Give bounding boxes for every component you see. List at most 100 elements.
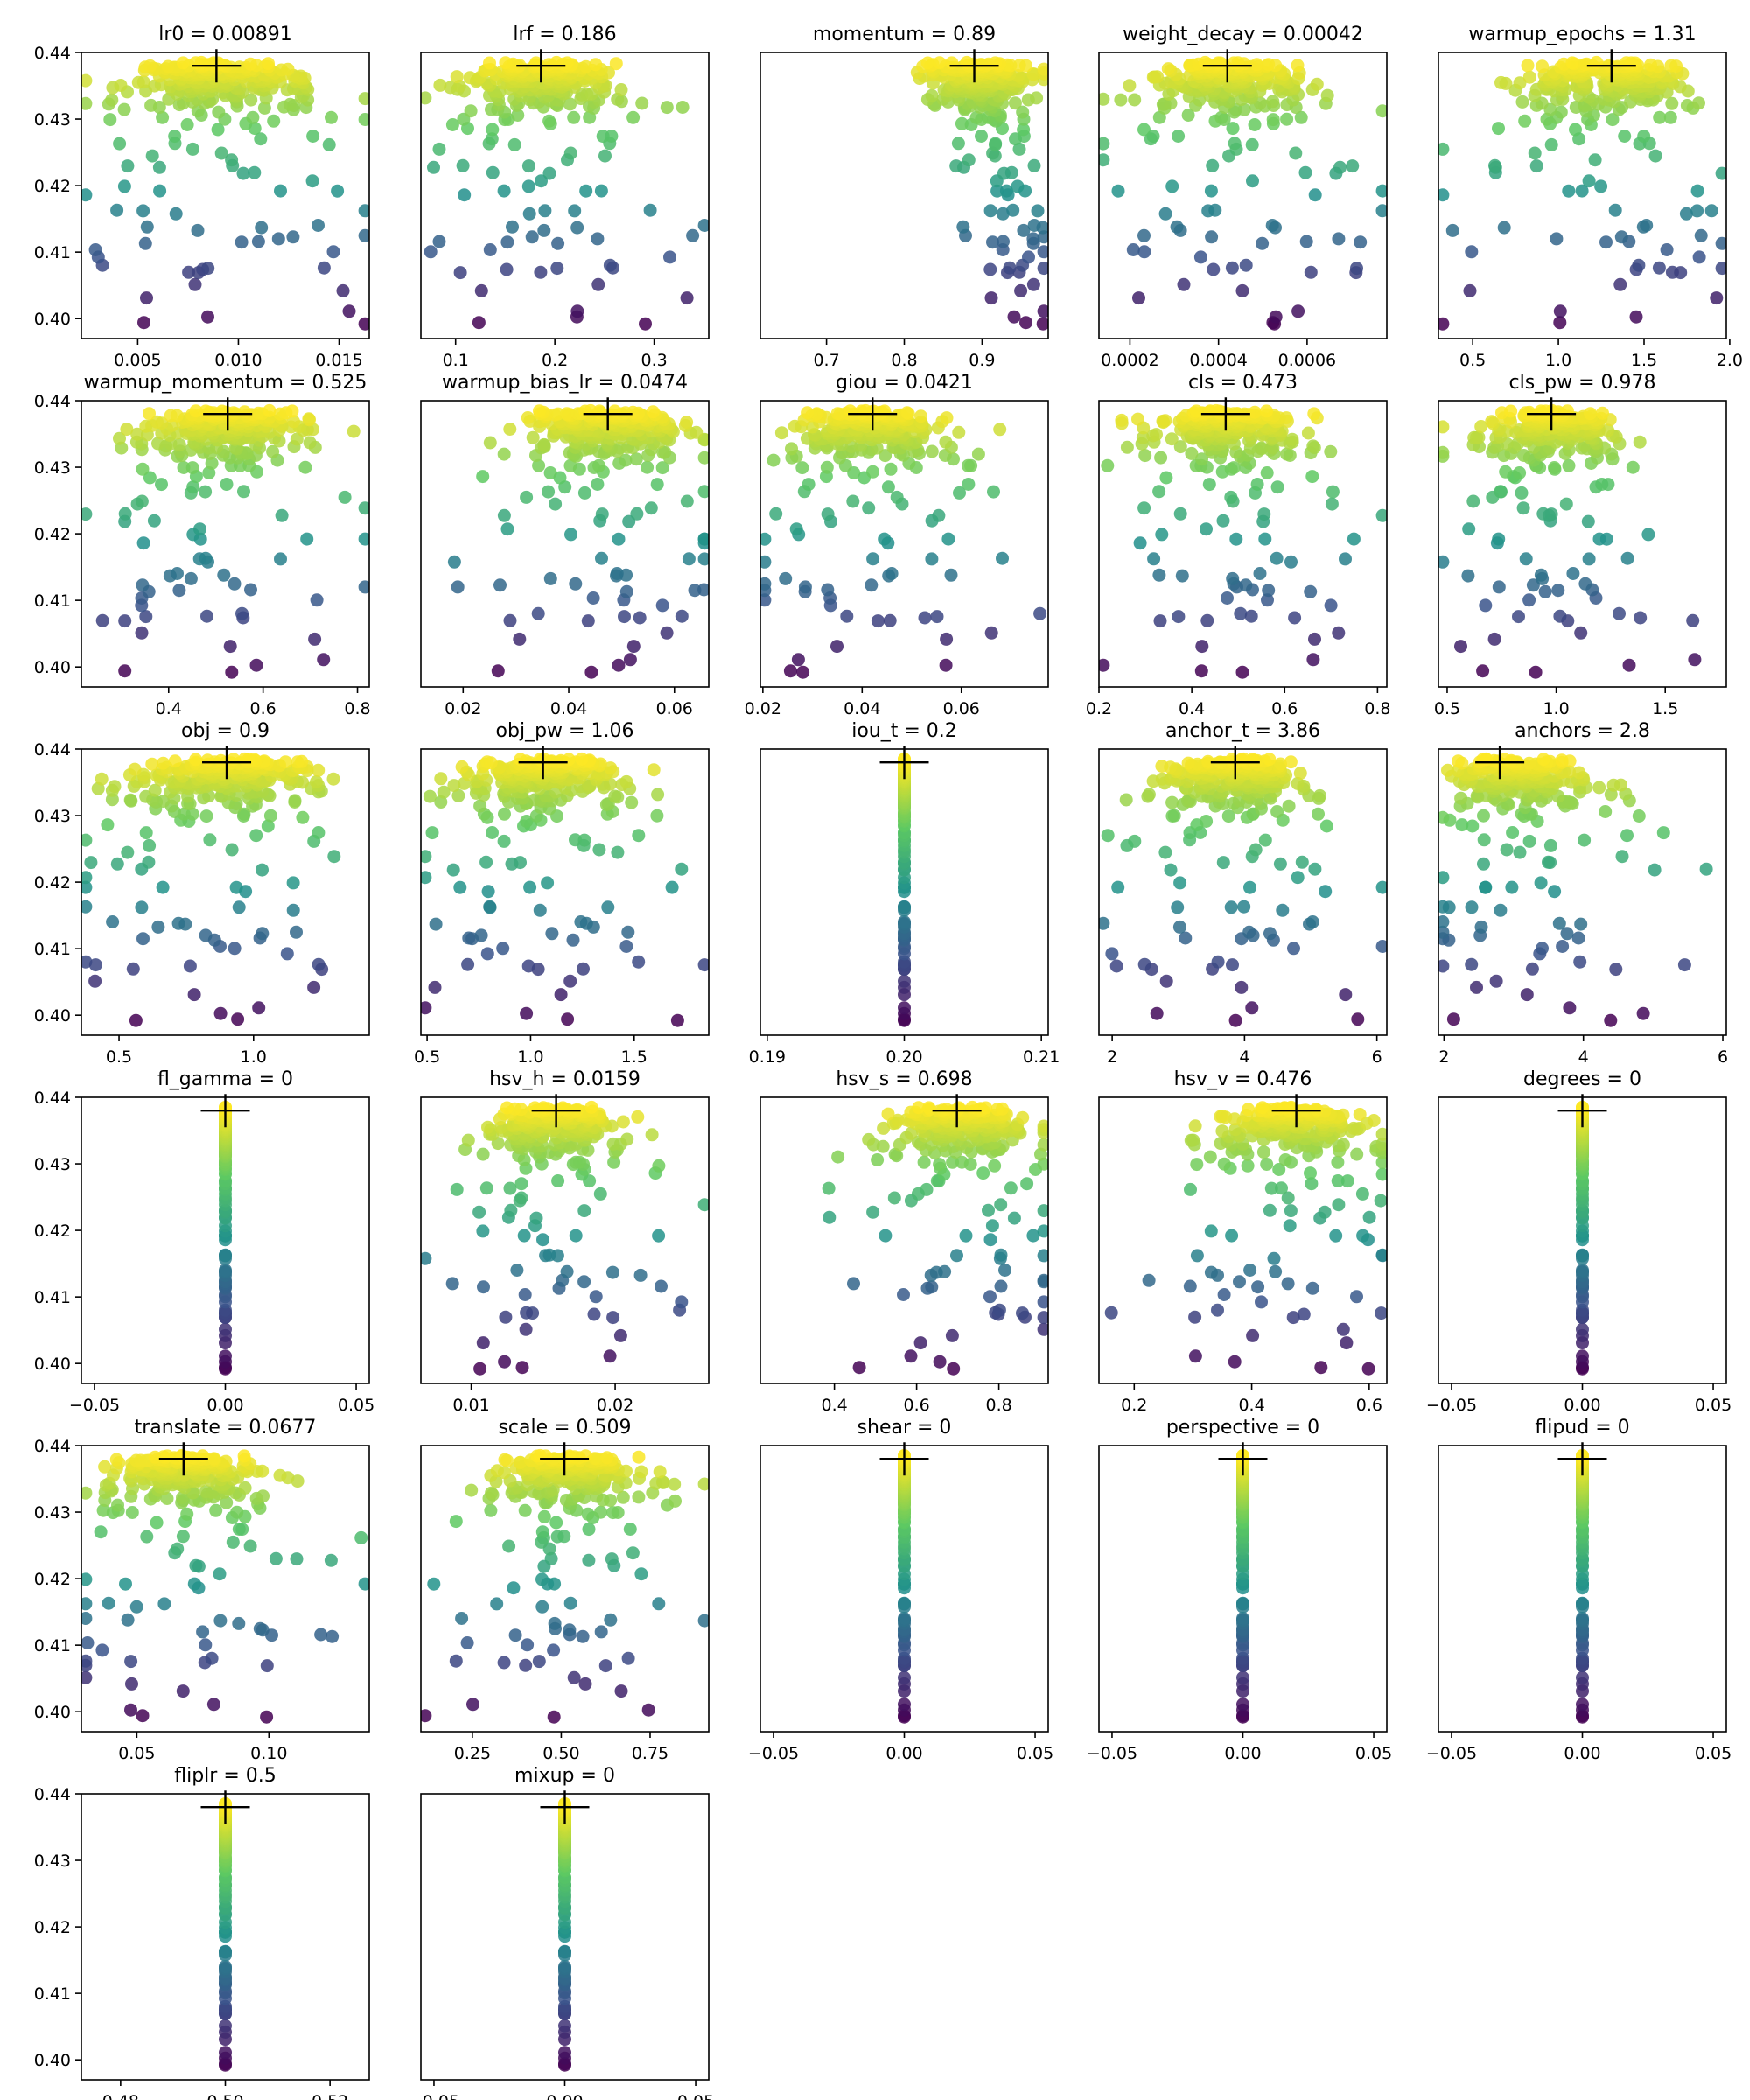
scatter-point bbox=[1320, 88, 1334, 102]
scatter-point bbox=[232, 900, 246, 914]
scatter-point bbox=[483, 436, 497, 450]
scatter-point bbox=[1280, 447, 1294, 461]
scatter-point bbox=[952, 425, 966, 439]
scatter-point bbox=[541, 876, 555, 890]
subplot-4: warmup_epochs = 1.310.5 1.0 1.5 2.0 bbox=[1438, 24, 1743, 370]
scatter-point bbox=[1513, 466, 1527, 480]
scatter-point bbox=[697, 532, 709, 546]
scatter-point bbox=[632, 829, 646, 843]
scatter-point bbox=[542, 114, 556, 128]
scatter-point bbox=[1462, 522, 1476, 536]
scatter-point bbox=[474, 928, 488, 942]
scatter-point bbox=[1285, 432, 1299, 446]
scatter-point bbox=[229, 880, 243, 894]
scatter-point bbox=[463, 71, 477, 85]
x-tick-label: 4 bbox=[1578, 1047, 1589, 1067]
scatter-point bbox=[81, 880, 93, 894]
scatter-point bbox=[249, 829, 263, 843]
scatter-point bbox=[1205, 230, 1219, 244]
scatter-point bbox=[1179, 931, 1193, 945]
scatter-point bbox=[1376, 880, 1387, 894]
scatter-point bbox=[306, 130, 320, 143]
scatter-point bbox=[1147, 552, 1161, 566]
scatter-point bbox=[1200, 613, 1214, 627]
scatter-point bbox=[1465, 957, 1479, 971]
scatter-point bbox=[1099, 916, 1110, 930]
scatter-point bbox=[1446, 1012, 1460, 1026]
scatter-point bbox=[358, 113, 369, 126]
scatter-point bbox=[1146, 130, 1160, 144]
scatter-point bbox=[331, 184, 345, 198]
scatter-point bbox=[233, 60, 247, 74]
scatter-point bbox=[534, 265, 548, 279]
scatter-point bbox=[1164, 863, 1178, 877]
x-tick-label: 0.5 bbox=[414, 1047, 440, 1067]
scatter-point bbox=[248, 165, 262, 179]
scatter-point bbox=[1620, 551, 1634, 565]
y-tick-label: 0.44 bbox=[34, 44, 71, 63]
scatter-point bbox=[1226, 571, 1240, 585]
scatter-point bbox=[424, 245, 438, 259]
scatter-point bbox=[658, 445, 672, 459]
scatter-point bbox=[608, 789, 622, 803]
scatter-point bbox=[1334, 160, 1347, 174]
scatter-point bbox=[1578, 833, 1592, 847]
scatter-point bbox=[878, 532, 892, 546]
scatter-point bbox=[1138, 957, 1152, 971]
scatter-point bbox=[1306, 470, 1320, 484]
scatter-point bbox=[626, 640, 640, 654]
scatter-point bbox=[298, 460, 312, 474]
scatter-point bbox=[614, 83, 628, 96]
scatter-point bbox=[591, 232, 605, 246]
scatter-point bbox=[252, 1001, 266, 1015]
scatter-point bbox=[1011, 179, 1025, 193]
scatter-point bbox=[498, 807, 511, 821]
scatter-point bbox=[506, 220, 519, 234]
axes-frame bbox=[1438, 52, 1727, 340]
subplot-13: anchor_t = 3.862 4 6 bbox=[1098, 720, 1388, 1067]
scatter-point bbox=[200, 753, 214, 767]
scatter-point bbox=[317, 653, 331, 667]
scatter-point bbox=[942, 532, 956, 546]
scatter-point bbox=[143, 471, 157, 485]
scatter-point bbox=[1505, 880, 1519, 894]
scatter-point bbox=[1454, 640, 1467, 654]
scatter-point bbox=[1138, 228, 1151, 242]
best-marker bbox=[1202, 49, 1252, 83]
scatter-point bbox=[595, 551, 608, 565]
scatter-point bbox=[650, 808, 664, 822]
scatter-point bbox=[1228, 1013, 1242, 1027]
scatter-point bbox=[188, 277, 202, 291]
scatter-point bbox=[278, 755, 292, 769]
scatter-point bbox=[760, 577, 772, 591]
scatter-point bbox=[1665, 265, 1679, 279]
scatter-point bbox=[135, 494, 149, 508]
scatter-point bbox=[1291, 776, 1305, 790]
scatter-point bbox=[930, 610, 944, 624]
scatter-point bbox=[118, 664, 132, 678]
scatter-point bbox=[421, 871, 432, 885]
scatter-point bbox=[543, 466, 557, 480]
scatter-point bbox=[1248, 118, 1262, 131]
scatter-point bbox=[1266, 113, 1280, 127]
scatter-point bbox=[143, 838, 157, 852]
scatter-point bbox=[1030, 91, 1044, 105]
scatter-point bbox=[1291, 59, 1305, 73]
subplot-title: anchors = 2.8 bbox=[1515, 720, 1650, 742]
scatter-point bbox=[1660, 243, 1674, 256]
scatter-point bbox=[462, 931, 476, 945]
scatter-point bbox=[151, 437, 164, 451]
scatter-point bbox=[1544, 137, 1558, 151]
scatter-point bbox=[155, 478, 168, 492]
scatter-point bbox=[537, 438, 551, 452]
scatter-point bbox=[1033, 606, 1047, 620]
scatter-point bbox=[1222, 809, 1236, 823]
scatter-point bbox=[1581, 514, 1595, 528]
scatter-point bbox=[604, 761, 618, 775]
scatter-point bbox=[1152, 568, 1166, 582]
scatter-point bbox=[1522, 593, 1536, 607]
scatter-point bbox=[358, 580, 369, 594]
scatter-point bbox=[1231, 56, 1245, 70]
scatter-point bbox=[1260, 404, 1273, 418]
scatter-point bbox=[962, 478, 976, 491]
